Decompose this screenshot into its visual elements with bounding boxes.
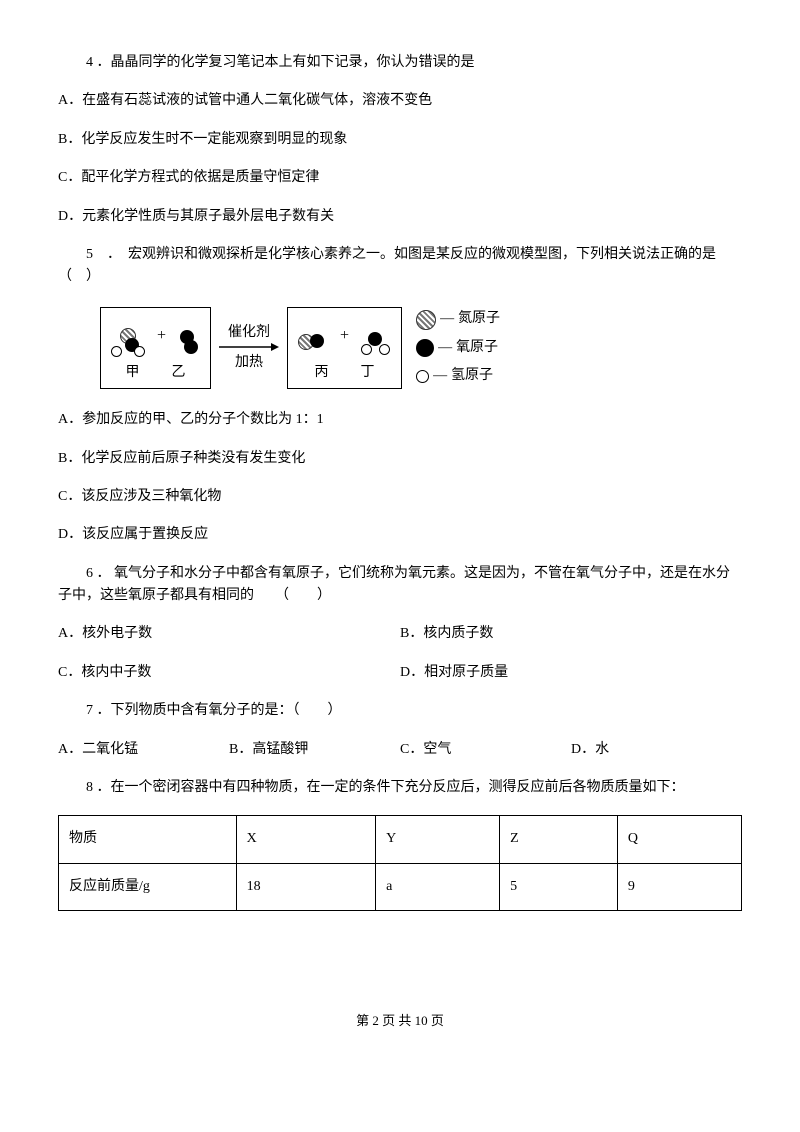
cell-y-header: Y <box>376 816 500 863</box>
cell-z-value: 5 <box>500 863 618 910</box>
q8-stem: 8 ．在一个密闭容器中有四种物质，在一定的条件下充分反应后，测得反应前后各物质质… <box>58 777 742 799</box>
label-ding: 丁 <box>361 362 375 384</box>
cell-q-value: 9 <box>617 863 741 910</box>
reaction-arrow: 催化剂 加热 <box>219 322 279 375</box>
cell-substance-header: 物质 <box>59 816 237 863</box>
q6-option-a: A．核外电子数 <box>58 623 400 645</box>
legend-oxygen: —氧原子 <box>416 337 500 359</box>
legend-nitrogen: —氮原子 <box>416 308 500 330</box>
page-footer: 第 2 页 共 10 页 <box>58 1011 742 1032</box>
q5-option-c: C．该反应涉及三种氧化物 <box>58 486 742 508</box>
molecule-ding <box>361 328 391 358</box>
q6-stem: 6 ． 氧气分子和水分子中都含有氧原子，它们统称为氧元素。这是因为，不管在氧气分… <box>58 563 742 608</box>
q5-option-b: B．化学反应前后原子种类没有发生变化 <box>58 448 742 470</box>
label-jia: 甲 <box>126 362 140 384</box>
products-box: + 丙 丁 <box>287 307 402 389</box>
arrow-bottom-text: 加热 <box>235 352 263 374</box>
q5-diagram: + 甲 乙 催化剂 加热 + <box>100 307 742 389</box>
q5-option-a: A．参加反应的甲、乙的分子个数比为 1：1 <box>58 409 742 431</box>
plus-left: + <box>155 323 168 349</box>
q4-option-c: C．配平化学方程式的依据是质量守恒定律 <box>58 167 742 189</box>
q8-table: 物质 X Y Z Q 反应前质量/g 18 a 5 9 <box>58 815 742 911</box>
q4-option-b: B．化学反应发生时不一定能观察到明显的现象 <box>58 129 742 151</box>
table-row: 物质 X Y Z Q <box>59 816 742 863</box>
q7-option-a: A．二氧化锰 <box>58 739 229 761</box>
q7-option-b: B．高锰酸钾 <box>229 739 400 761</box>
q5-option-d: D．该反应属于置换反应 <box>58 524 742 546</box>
plus-right: + <box>338 323 351 349</box>
q7-option-c: C．空气 <box>400 739 571 761</box>
q4-stem: 4 ．晶晶同学的化学复习笔记本上有如下记录，你认为错误的是 <box>58 52 742 74</box>
label-bing: 丙 <box>315 362 329 384</box>
reactants-box: + 甲 乙 <box>100 307 211 389</box>
q7-stem: 7 ．下列物质中含有氧分子的是：（ ） <box>58 700 742 722</box>
legend-hydrogen: —氢原子 <box>416 365 500 387</box>
cell-z-header: Z <box>500 816 618 863</box>
q4-option-a: A．在盛有石蕊试液的试管中通人二氧化碳气体，溶液不变色 <box>58 90 742 112</box>
cell-mass-before-label: 反应前质量/g <box>59 863 237 910</box>
q6-option-c: C．核内中子数 <box>58 662 400 684</box>
arrow-top-text: 催化剂 <box>228 322 270 344</box>
cell-y-value: a <box>376 863 500 910</box>
molecule-bing <box>298 328 328 358</box>
q7-option-d: D．水 <box>571 739 742 761</box>
molecule-jia <box>111 328 145 358</box>
cell-q-header: Q <box>617 816 741 863</box>
label-yi: 乙 <box>172 362 186 384</box>
arrow-icon <box>219 342 279 352</box>
table-row: 反应前质量/g 18 a 5 9 <box>59 863 742 910</box>
q6-option-b: B．核内质子数 <box>400 623 742 645</box>
molecule-yi <box>178 328 200 358</box>
q6-option-d: D．相对原子质量 <box>400 662 742 684</box>
q5-stem: 5 ． 宏观辨识和微观探析是化学核心素养之一。如图是某反应的微观模型图，下列相关… <box>58 244 742 289</box>
cell-x-header: X <box>236 816 375 863</box>
cell-x-value: 18 <box>236 863 375 910</box>
atom-legend: —氮原子 —氧原子 —氢原子 <box>416 308 500 387</box>
q4-option-d: D．元素化学性质与其原子最外层电子数有关 <box>58 206 742 228</box>
